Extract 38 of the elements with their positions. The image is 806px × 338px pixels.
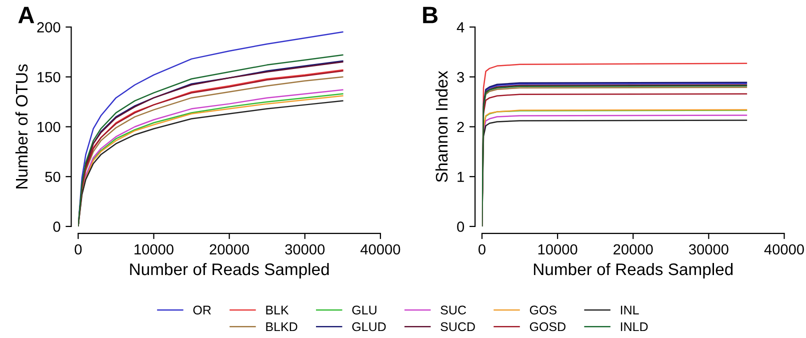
chart-title: B [423,6,438,24]
x-tick-label: 10000 [538,244,578,255]
chart-title: A [18,6,34,24]
legend-label: INL [620,306,639,314]
legend-label: GLUD [352,322,386,332]
y-axis-title: Number of OTUs [15,64,28,188]
x-tick-label: 0 [74,244,82,255]
legend-label: GLU [352,306,376,314]
x-axis-title: Number of Reads Sampled [534,262,733,279]
legend-label: BLK [266,306,289,314]
legend-label: SUC [440,306,466,314]
x-tick-label: 30000 [285,244,325,255]
x-tick-label: 40000 [764,244,804,255]
legend-label: OR [193,306,211,314]
x-tick-label: 0 [478,244,486,255]
y-tick-label: 50 [45,172,60,182]
y-tick-label: 200 [37,22,60,32]
x-tick-label: 30000 [688,244,728,255]
legend-label: INLD [620,322,648,332]
legend-label: BLKD [266,322,298,332]
y-tick-label: 100 [38,122,60,132]
y-tick-label: 3 [457,72,464,82]
y-axis-title: Shannon Index [435,70,448,182]
y-tick-label: 0 [53,222,60,232]
line-series [485,82,748,91]
x-axis-title: Number of Reads Sampled [130,262,329,279]
x-tick-label: 20000 [210,244,250,255]
x-tick-label: 20000 [614,244,653,255]
y-tick-label: 4 [456,22,464,32]
y-tick-label: 150 [38,72,60,82]
y-tick-label: 1 [458,172,464,182]
legend-label: GOS [530,306,556,314]
x-tick-label: 40000 [360,244,400,255]
y-tick-label: 0 [457,222,464,232]
legend-label: SUCD [440,322,475,332]
legend-label: GOSD [530,322,566,332]
y-tick-label: 2 [457,122,464,132]
x-tick-label: 10000 [134,244,174,255]
